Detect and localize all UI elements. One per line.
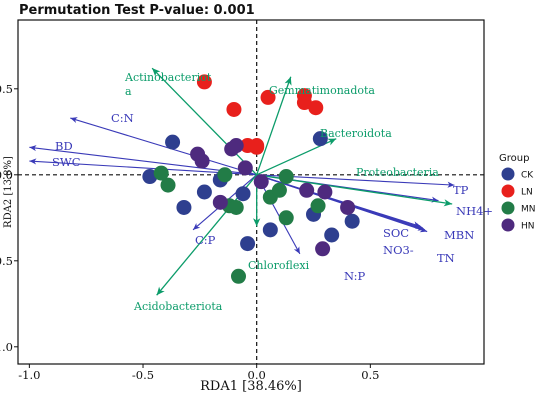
env-vector-label: SWC bbox=[52, 155, 81, 169]
sample-point-hn bbox=[299, 182, 315, 198]
sample-point-ck bbox=[324, 227, 340, 243]
sample-point-mn bbox=[271, 182, 287, 198]
x-tick-label: 0.5 bbox=[361, 368, 379, 382]
taxa-vector-label: Actinobacteriot a bbox=[124, 71, 212, 98]
sample-point-hn bbox=[340, 199, 356, 215]
legend-title: Group bbox=[499, 153, 529, 164]
legend-marker-hn bbox=[501, 218, 515, 232]
sample-point-ln bbox=[226, 101, 242, 117]
sample-point-ln bbox=[240, 138, 256, 154]
sample-point-hn bbox=[315, 241, 331, 257]
sample-point-ck bbox=[235, 186, 251, 202]
y-tick-label: 0.0 bbox=[0, 168, 13, 182]
sample-point-hn bbox=[194, 153, 210, 169]
sample-point-ck bbox=[165, 134, 181, 150]
taxa-vector-arrow bbox=[151, 67, 258, 176]
legend-label: HN bbox=[521, 222, 535, 232]
taxa-vector-label: Proteobacteria bbox=[356, 166, 439, 179]
env-vector-label: C:P bbox=[195, 233, 216, 247]
sample-point-hn bbox=[317, 184, 333, 200]
plot-frame bbox=[17, 19, 485, 365]
y-tick-label: -0.5 bbox=[0, 254, 13, 268]
sample-point-hn bbox=[228, 138, 244, 154]
sample-point-mn bbox=[153, 165, 169, 181]
x-tick-label: -0.5 bbox=[132, 368, 154, 382]
axis-ticks: -1.0 -0.5 0.0 0.5 -1.0 -0.5 0.0 0.5 bbox=[0, 82, 379, 382]
sample-point-hn bbox=[212, 194, 228, 210]
legend-marker-ck bbox=[501, 167, 515, 181]
legend-marker-ln bbox=[501, 184, 515, 198]
sample-point-hn bbox=[253, 174, 269, 190]
sample-point-ck bbox=[312, 131, 328, 147]
taxa-vector-label: Acidobacteriota bbox=[133, 300, 223, 313]
sample-point-ck bbox=[262, 222, 278, 238]
x-axis-label: RDA1 [38.46%] bbox=[200, 379, 302, 394]
legend-label: CK bbox=[521, 171, 534, 181]
env-vector-label: TN bbox=[437, 251, 455, 265]
y-axis-label: RDA2 [13.8%] bbox=[3, 156, 14, 228]
env-vector-arrow bbox=[70, 117, 257, 176]
sample-point-mn bbox=[228, 199, 244, 215]
env-vector-label: N:P bbox=[344, 269, 366, 283]
sample-point-mn bbox=[278, 169, 294, 185]
env-vector-label: NH4+ bbox=[456, 204, 493, 218]
env-vector-label: SOC bbox=[383, 226, 409, 240]
sample-point-ck bbox=[142, 169, 158, 185]
x-tick-label: -1.0 bbox=[18, 368, 40, 382]
env-vector-label: TP bbox=[453, 183, 469, 197]
sample-point-ck bbox=[176, 199, 192, 215]
sample-point-ck bbox=[196, 184, 212, 200]
sample-point-mn bbox=[217, 167, 233, 183]
taxa-vector-label: Bacteroidota bbox=[320, 127, 392, 140]
sample-point-ln bbox=[260, 89, 276, 105]
chart-title: Permutation Test P-value: 0.001 bbox=[19, 3, 255, 18]
sample-point-ck bbox=[344, 213, 360, 229]
sample-points bbox=[142, 74, 360, 284]
taxa-vector-label: Chloroflexi bbox=[248, 259, 310, 272]
sample-point-mn bbox=[230, 268, 246, 284]
legend-label: LN bbox=[521, 188, 533, 198]
sample-point-ln bbox=[308, 100, 324, 116]
sample-point-hn bbox=[237, 160, 253, 176]
legend-marker-mn bbox=[501, 201, 515, 215]
legend-label: MN bbox=[521, 205, 536, 215]
x-tick-label: 0.0 bbox=[248, 368, 266, 382]
y-tick-label: -1.0 bbox=[0, 340, 13, 354]
vector-labels: BD SWC C:N C:P N:P TP NH4+ SOC NO3- MBN TN Actinoba… bbox=[52, 71, 493, 313]
legend: Group CK LN MN HN bbox=[499, 153, 536, 232]
zero-lines bbox=[18, 20, 484, 364]
sample-point-mn bbox=[278, 210, 294, 226]
sample-point-ck bbox=[240, 236, 256, 252]
env-vector-arrow bbox=[29, 145, 257, 176]
taxa-vector-arrow bbox=[256, 76, 292, 176]
sample-point-mn bbox=[310, 198, 326, 214]
env-vector-label: MBN bbox=[444, 228, 474, 242]
sample-point-ln bbox=[296, 95, 312, 111]
sample-point-ln bbox=[196, 74, 212, 90]
env-vector-label: C:N bbox=[111, 111, 134, 125]
sample-point-mn bbox=[160, 177, 176, 193]
taxa-vector-label: Gemmatimonadota bbox=[269, 84, 375, 97]
env-vector-label: NO3- bbox=[383, 243, 414, 257]
env-vector-label: BD bbox=[55, 139, 73, 153]
y-tick-label: 0.5 bbox=[0, 82, 13, 96]
